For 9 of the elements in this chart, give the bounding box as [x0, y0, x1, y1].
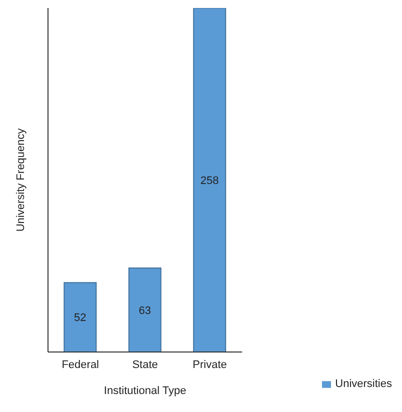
x-tick-label: State [132, 358, 158, 371]
x-axis-title: Institutional Type [104, 385, 186, 397]
data-label: 63 [138, 304, 152, 317]
x-tick-label: Federal [62, 358, 100, 371]
x-tick-label: Private [192, 358, 227, 371]
data-label: 52 [74, 312, 86, 324]
data-label: 258 [200, 174, 219, 187]
legend-label: Universities [335, 378, 392, 390]
y-axis-title: University Frequency [14, 128, 27, 232]
